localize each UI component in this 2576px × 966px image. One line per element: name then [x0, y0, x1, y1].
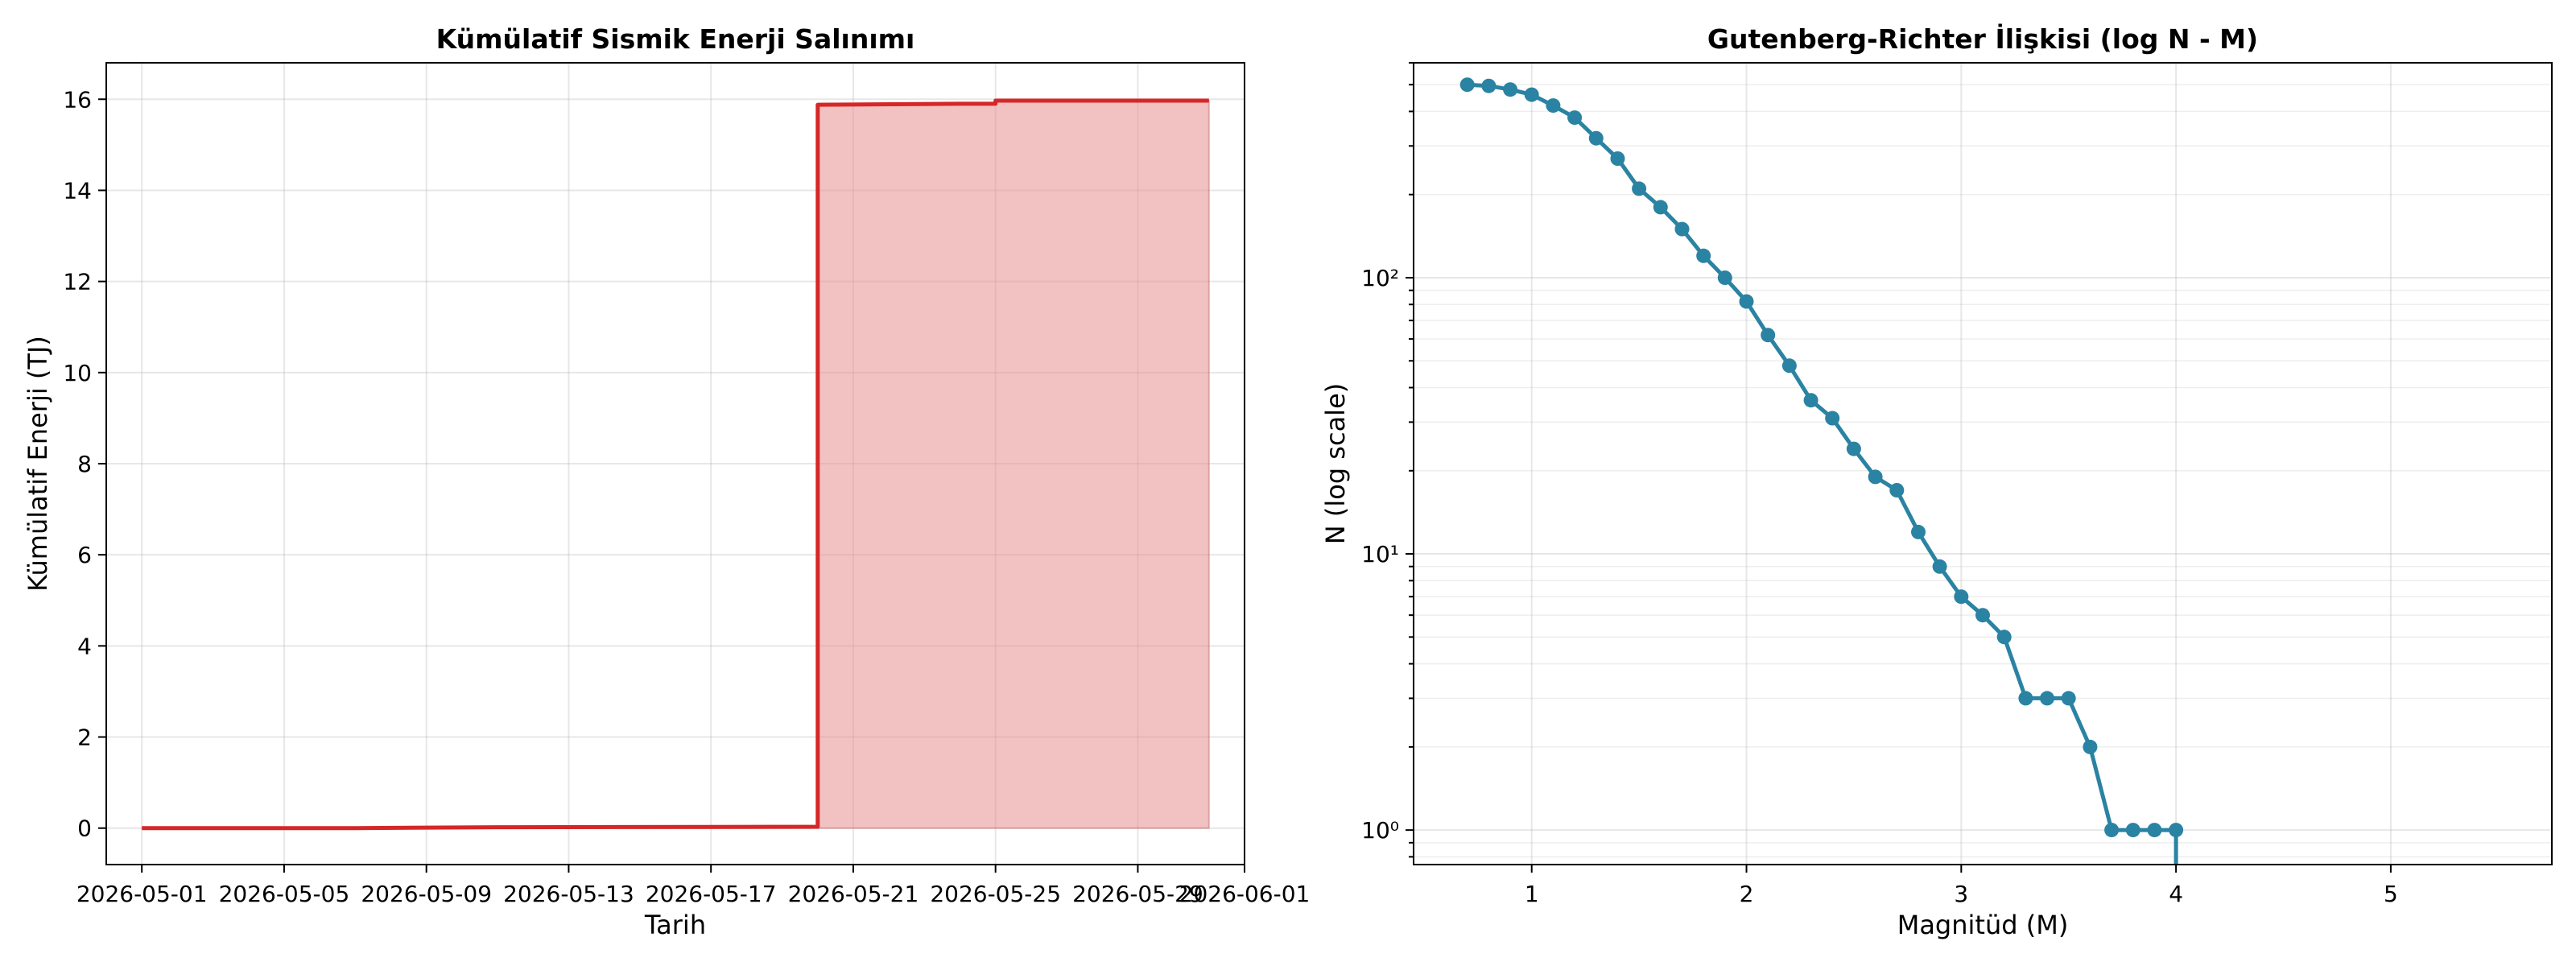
gr-data-point [1653, 200, 1668, 215]
gr-data-point [1889, 483, 1905, 497]
energy-series-line [142, 98, 1209, 831]
gr-data-point [1975, 608, 1990, 623]
energy-x-tick-label: 2026-05-25 [930, 881, 1061, 907]
gr-ticks: 1 2 3 4 5 10⁰ 10¹ 10² [1361, 62, 2398, 907]
gr-data-point [1954, 589, 1969, 605]
energy-y-tick-label: 8 [77, 451, 92, 477]
energy-x-tick-label: 2026-05-13 [503, 881, 634, 907]
gr-data-point [2125, 823, 2140, 838]
gr-data-point [1868, 469, 1883, 485]
energy-chart: 2026-05-01 2026-05-05 2026-05-09 2026-05-13… [23, 23, 1310, 940]
energy-y-tick-label: 10 [63, 360, 92, 386]
gr-x-axis-label: Magnitüd (M) [1897, 910, 2069, 940]
gr-y-tick-label: 10⁰ [1361, 817, 1399, 844]
energy-x-tick-label: 2026-05-09 [361, 881, 492, 907]
gr-data-point [2018, 691, 2033, 706]
gr-x-tick-label: 3 [1954, 881, 1968, 907]
gr-data-point [1717, 270, 1732, 285]
gr-plot-frame [1413, 62, 2553, 865]
gr-data-point [1996, 630, 2012, 645]
gr-data-point [1911, 524, 1926, 539]
gr-data-point [1481, 78, 1496, 93]
energy-y-tick-label: 4 [77, 633, 92, 659]
energy-x-axis-label: Tarih [644, 910, 706, 940]
gr-series-line [1467, 82, 2178, 865]
energy-ticks: 2026-05-01 2026-05-05 2026-05-09 2026-05-13… [63, 86, 1310, 907]
gr-grid [1414, 62, 2552, 865]
energy-x-tick-label: 2026-05-01 [76, 881, 208, 907]
gr-data-point [1503, 82, 1518, 97]
energy-x-tick-label: 2026-06-01 [1179, 881, 1311, 907]
energy-y-tick-label: 14 [63, 177, 92, 204]
energy-y-axis-label: Kümülatif Enerji (TJ) [23, 336, 53, 592]
gr-data-point [1696, 248, 1711, 263]
energy-y-tick-label: 16 [63, 86, 92, 113]
gr-data-point [1610, 151, 1625, 166]
energy-x-tick-label: 2026-05-21 [788, 881, 919, 907]
gr-data-point [2104, 823, 2120, 838]
gr-data-point [1567, 110, 1583, 126]
energy-chart-title: Kümülatif Sismik Enerji Salınımı [436, 23, 915, 55]
gr-data-point [2083, 739, 2098, 754]
gr-data-point [1739, 294, 1754, 309]
gr-y-tick-label: 10² [1361, 265, 1399, 291]
gr-x-tick-label: 2 [1740, 881, 1754, 907]
gr-x-tick-label: 1 [1525, 881, 1539, 907]
gr-data-point [1632, 181, 1647, 196]
energy-x-tick-label: 2026-05-29 [1072, 881, 1203, 907]
energy-y-tick-label: 0 [77, 815, 92, 842]
gr-data-point [1459, 77, 1475, 93]
energy-x-tick-label: 2026-05-05 [219, 881, 350, 907]
gr-data-point [2169, 823, 2184, 838]
energy-y-tick-label: 12 [63, 269, 92, 295]
gr-y-tick-label: 10¹ [1361, 541, 1399, 568]
energy-y-tick-label: 2 [77, 724, 92, 751]
gr-x-tick-label: 4 [2169, 881, 2183, 907]
gr-data-point [1932, 559, 1947, 574]
gr-data-point [1524, 87, 1539, 102]
gr-data-point [1781, 358, 1797, 374]
energy-y-tick-label: 6 [77, 542, 92, 568]
gr-data-point [1846, 441, 1861, 456]
gr-data-point [1761, 328, 1776, 343]
gr-data-point [1825, 411, 1840, 426]
energy-x-tick-label: 2026-05-17 [646, 881, 777, 907]
gr-y-axis-label: N (log scale) [1320, 383, 1351, 544]
gr-data-point [2147, 823, 2162, 838]
gutenberg-richter-chart: 1 2 3 4 5 10⁰ 10¹ 10² Gutenberg-Richter İlişkis… [1320, 23, 2553, 940]
gr-chart-title: Gutenberg-Richter İlişkisi (log N - M) [1707, 23, 2258, 55]
gr-x-tick-label: 5 [2384, 881, 2398, 907]
gr-data-point [1546, 98, 1561, 114]
gr-data-point [1803, 393, 1818, 408]
gr-data-point [2061, 691, 2076, 706]
gr-series-points [1459, 77, 2184, 838]
gr-data-point [1674, 221, 1690, 237]
gr-data-point [1588, 130, 1604, 146]
gr-data-point [2040, 691, 2054, 706]
